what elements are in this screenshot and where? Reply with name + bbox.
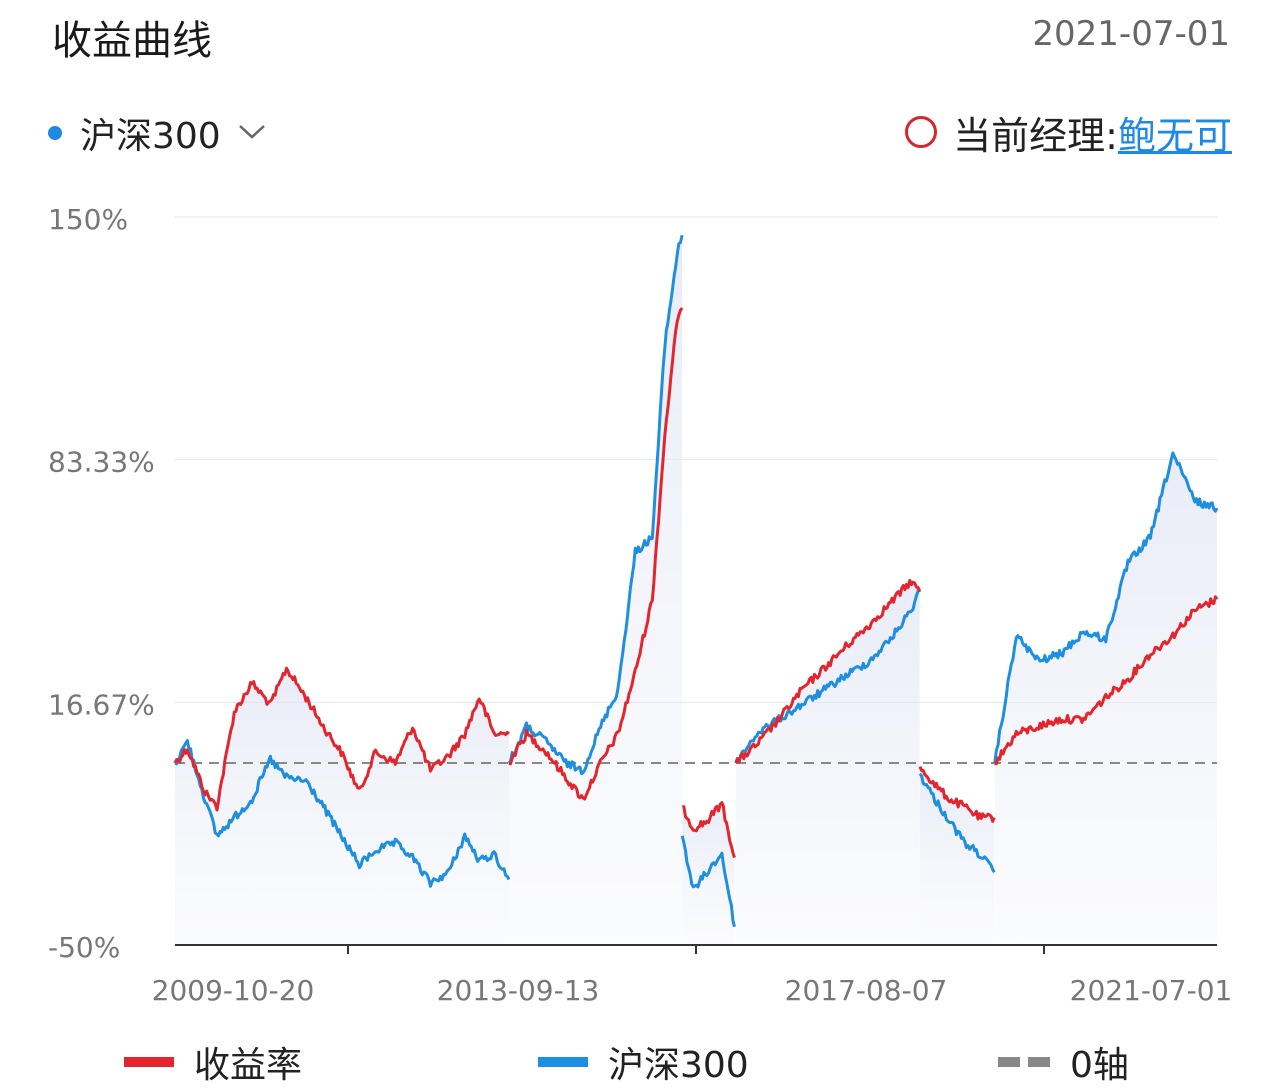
zero-axis-swatch-icon: [998, 1057, 1050, 1067]
page-title: 收益曲线: [52, 18, 212, 64]
benchmark-label: 沪深300: [80, 116, 221, 157]
y-tick-label: 16.67%: [48, 688, 155, 721]
benchmark-series-line: [734, 587, 921, 764]
manager-label: 当前经理:: [953, 113, 1118, 158]
return-series-line: [918, 765, 996, 823]
x-tick-label: 2013-09-13: [437, 974, 600, 1007]
x-tick-label: 2021-07-01: [1070, 974, 1233, 1007]
legend-zero-label: 0轴: [1070, 1045, 1129, 1086]
area-fill: [175, 668, 509, 945]
y-tick-label: -50%: [48, 931, 120, 964]
area-fill: [994, 452, 1217, 945]
x-tick-label: 2017-08-07: [785, 974, 948, 1007]
y-tick-label: 150%: [48, 203, 128, 236]
chevron-down-icon: [237, 121, 267, 145]
date-label: 2021-07-01: [1032, 14, 1230, 54]
x-tick-label: 2009-10-20: [152, 974, 315, 1007]
return-series-line: [994, 595, 1219, 766]
return-series-line: [508, 307, 684, 801]
return-series-line: [682, 801, 736, 859]
legend-return: 收益率: [124, 1038, 302, 1086]
area-fill: [508, 235, 683, 945]
legend-zero-axis: 0轴: [998, 1038, 1129, 1086]
legend-return-label: 收益率: [194, 1045, 303, 1086]
benchmark-series-line: [918, 772, 996, 873]
return-series-line: [173, 666, 510, 812]
legend-benchmark: 沪深300: [538, 1038, 749, 1086]
benchmark-selector[interactable]: 沪深300: [48, 108, 267, 158]
benchmark-dot-icon: [48, 126, 62, 140]
y-tick-label: 83.33%: [48, 446, 155, 479]
area-fill: [919, 766, 995, 945]
benchmark-series-line: [680, 835, 736, 928]
benchmark-swatch-icon: [538, 1057, 588, 1067]
current-manager: 当前经理: 鲍无可: [905, 104, 1232, 160]
manager-name-link[interactable]: 鲍无可: [1117, 113, 1232, 158]
legend-benchmark-label: 沪深300: [608, 1045, 749, 1086]
benchmark-series-line: [507, 234, 684, 776]
return-series-line: [734, 578, 922, 764]
benchmark-series-line: [993, 451, 1219, 764]
return-curve-chart: 150% 83.33% 16.67% -50% 2009-10-20 2013-09-13…: [48, 203, 1233, 1007]
manager-circle-icon: [905, 116, 938, 148]
return-swatch-icon: [124, 1057, 174, 1067]
benchmark-series-line: [174, 739, 511, 888]
